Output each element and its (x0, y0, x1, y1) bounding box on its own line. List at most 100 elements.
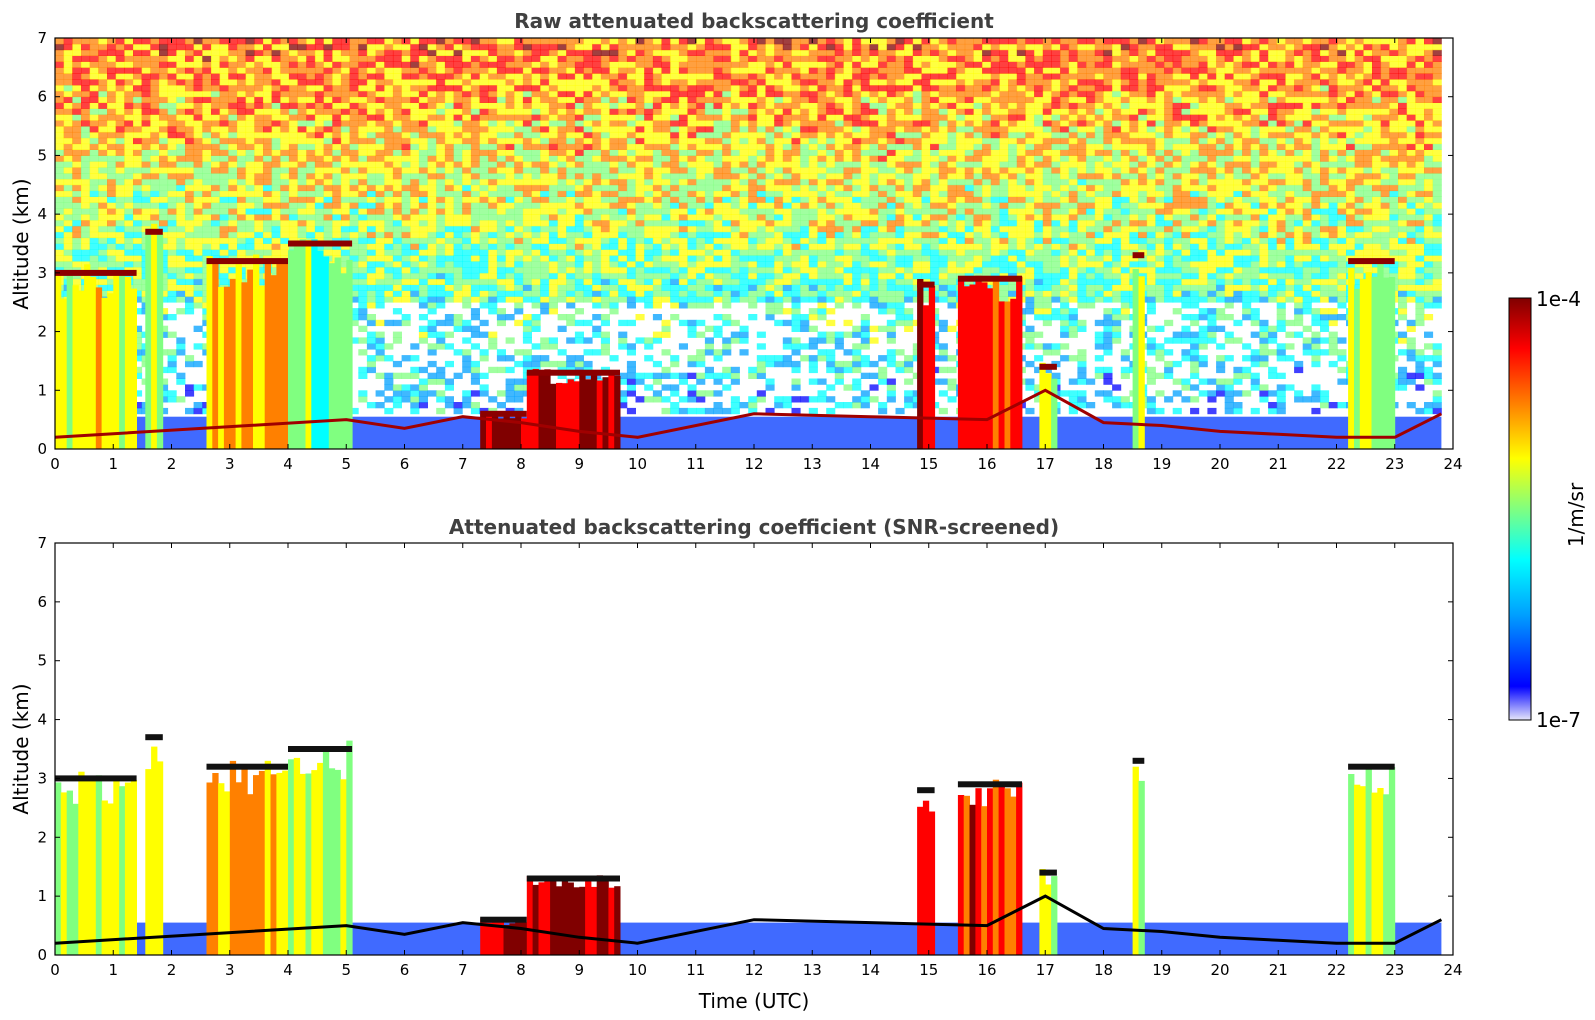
noise-cell (514, 143, 524, 150)
noise-cell (72, 225, 82, 233)
noise-cell (219, 155, 229, 162)
noise-cell (245, 143, 255, 150)
noise-cell (609, 267, 619, 274)
noise-cell (55, 184, 65, 192)
noise-cell (713, 73, 723, 80)
noise-cell (340, 149, 350, 156)
noise-cell (505, 220, 515, 227)
noise-cell (609, 102, 619, 109)
noise-cell (366, 55, 376, 62)
noise-cell (652, 190, 662, 197)
noise-cell (193, 73, 203, 80)
noise-cell (496, 149, 506, 156)
noise-cell (652, 90, 662, 98)
noise-cell (574, 272, 584, 280)
noise-cell (592, 49, 602, 56)
noise-cell (574, 73, 584, 80)
noise-cell (618, 278, 628, 285)
noise-cell (670, 272, 680, 280)
noise-cell (791, 208, 801, 215)
noise-cell (453, 267, 463, 274)
noise-cell (635, 85, 645, 92)
noise-cell (540, 278, 550, 285)
noise-cell (55, 73, 65, 80)
noise-cell (211, 102, 221, 109)
noise-cell (410, 131, 420, 139)
noise-cell (817, 38, 827, 45)
noise-cell (834, 231, 844, 239)
noise-cell (540, 208, 550, 215)
noise-cell (358, 96, 368, 103)
noise-cell (418, 366, 428, 374)
noise-cell (488, 143, 498, 150)
noise-cell (488, 272, 498, 280)
noise-cell (817, 355, 827, 362)
noise-cell (479, 220, 489, 227)
noise-cell (670, 49, 680, 56)
noise-cell (384, 343, 394, 350)
noise-cell (280, 114, 290, 121)
noise-cell (600, 284, 610, 291)
noise-cell (167, 161, 177, 168)
noise-cell (133, 366, 143, 374)
noise-cell (470, 196, 480, 203)
noise-cell (288, 137, 298, 145)
noise-cell (392, 237, 402, 244)
noise-cell (349, 137, 359, 145)
noise-cell (427, 43, 437, 51)
noise-cell (826, 272, 836, 280)
noise-cell (237, 38, 247, 45)
noise-cell (358, 284, 368, 291)
noise-cell (133, 90, 143, 98)
noise-cell (444, 126, 454, 133)
noise-cell (159, 196, 169, 203)
noise-cell (843, 296, 853, 303)
noise-cell (583, 249, 593, 256)
noise-cell (800, 290, 810, 297)
noise-cell (479, 149, 489, 156)
noise-cell (730, 290, 740, 297)
noise-cell (453, 43, 463, 51)
noise-cell (349, 314, 359, 321)
noise-cell (314, 155, 324, 162)
noise-cell (609, 237, 619, 244)
noise-cell (540, 225, 550, 233)
noise-cell (349, 73, 359, 80)
noise-cell (566, 61, 576, 68)
noise-cell (592, 325, 602, 332)
noise-cell (436, 161, 446, 168)
noise-cell (522, 96, 532, 103)
noise-cell (72, 79, 82, 86)
noise-cell (107, 137, 117, 145)
noise-cell (358, 255, 368, 262)
noise-cell (678, 396, 688, 403)
noise-cell (748, 196, 758, 203)
noise-cell (254, 73, 264, 80)
noise-cell (730, 149, 740, 156)
noise-cell (418, 337, 428, 344)
noise-cell (514, 131, 524, 139)
noise-cell (817, 267, 827, 274)
noise-cell (531, 225, 541, 233)
noise-cell (592, 178, 602, 186)
noise-cell (488, 290, 498, 297)
noise-cell (453, 208, 463, 215)
noise-cell (505, 208, 515, 215)
noise-cell (55, 61, 65, 68)
noise-cell (332, 126, 342, 133)
noise-cell (670, 302, 680, 309)
noise-cell (600, 202, 610, 209)
noise-cell (514, 290, 524, 297)
noise-cell (375, 173, 385, 180)
noise-cell (410, 267, 420, 274)
noise-cell (384, 290, 394, 297)
noise-cell (644, 43, 654, 51)
noise-cell (141, 108, 151, 115)
noise-cell (505, 85, 515, 92)
noise-cell (644, 90, 654, 98)
noise-cell (765, 231, 775, 239)
noise-cell (817, 190, 827, 197)
noise-cell (228, 231, 238, 239)
noise-cell (98, 96, 108, 103)
noise-cell (314, 90, 324, 98)
